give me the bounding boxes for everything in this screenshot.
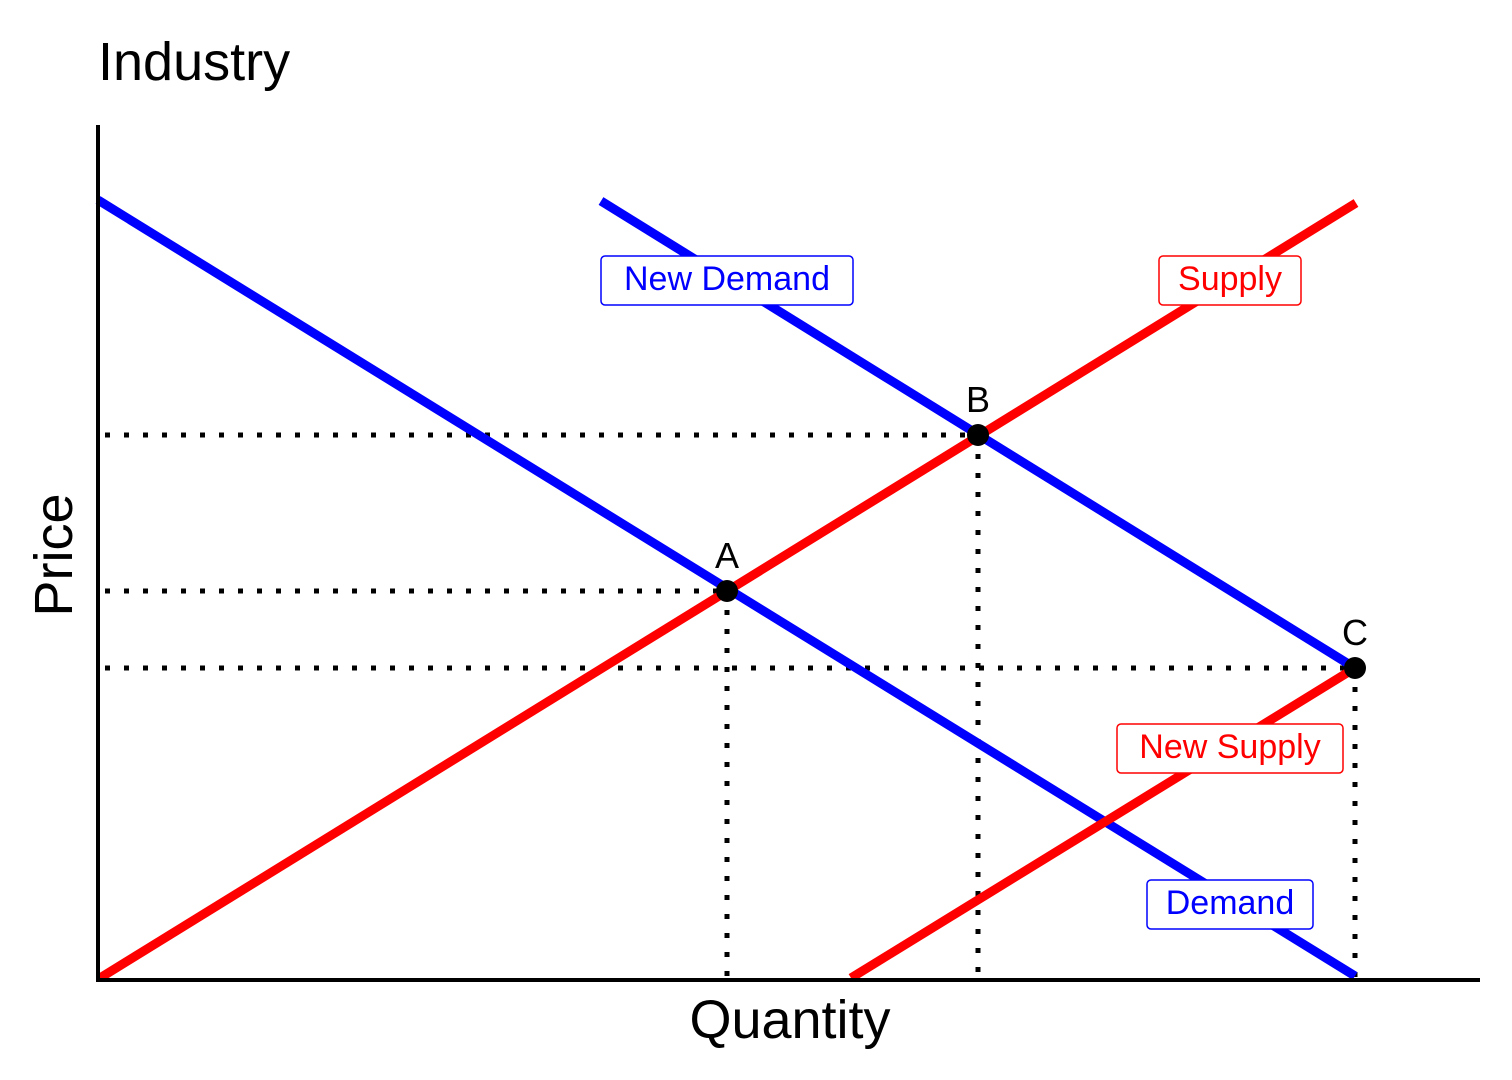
- title: Industry: [98, 32, 290, 92]
- label-box: [1158, 255, 1302, 306]
- x-axis-label: Quantity: [689, 990, 890, 1050]
- curve-label-text: New Supply: [1139, 728, 1320, 766]
- curve-label: Supply: [1158, 255, 1302, 306]
- curve-label: Demand: [1146, 879, 1314, 930]
- label-box: [1116, 723, 1344, 774]
- curve-label-text: Supply: [1178, 260, 1282, 298]
- point: [1344, 657, 1366, 679]
- y-axis-label: Price: [24, 493, 84, 616]
- new-supply-curve: [848, 664, 1358, 982]
- curve-label-text: New Demand: [624, 260, 830, 298]
- label-box: [1146, 879, 1314, 930]
- point-label: C: [1342, 612, 1368, 653]
- point: [716, 580, 738, 602]
- point: [967, 424, 989, 446]
- curve-label: New Supply: [1116, 723, 1344, 774]
- point-label: A: [715, 535, 739, 576]
- curve-label: New Demand: [600, 255, 854, 306]
- guides: [105, 432, 1358, 980]
- curve-label-text: Demand: [1166, 884, 1295, 922]
- label-box: [600, 255, 854, 306]
- point-label: B: [966, 379, 990, 420]
